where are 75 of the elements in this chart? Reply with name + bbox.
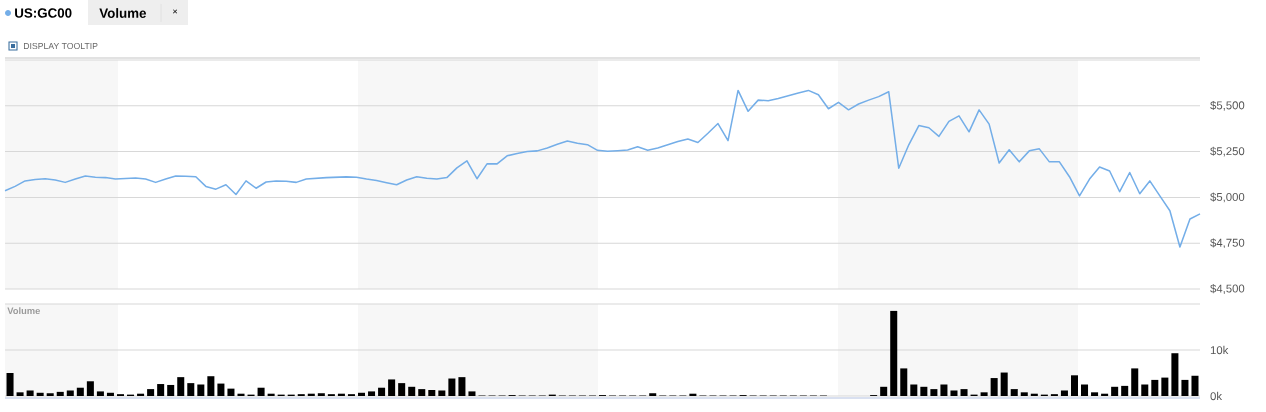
- bar: [167, 384, 175, 396]
- bar: [448, 378, 456, 396]
- bar: [46, 393, 54, 396]
- bar: [1161, 377, 1169, 396]
- bar: [187, 383, 195, 396]
- bar: [36, 392, 44, 396]
- bar: [6, 373, 14, 396]
- bar: [378, 387, 386, 396]
- bar: [1191, 375, 1199, 396]
- bar: [408, 386, 416, 396]
- bar: [217, 383, 225, 396]
- text: Volume: [99, 8, 146, 18]
- bar: [227, 388, 235, 396]
- bar: [960, 389, 968, 396]
- bar: [1081, 384, 1089, 396]
- bar: [237, 393, 245, 396]
- bar: [76, 387, 84, 396]
- bar: [950, 390, 958, 396]
- y-tick-label: $5,000: [1210, 192, 1245, 203]
- bar: [418, 389, 426, 396]
- bar: [1181, 379, 1189, 396]
- bar: [1060, 390, 1068, 396]
- bar: [910, 384, 918, 396]
- bar: [16, 392, 24, 396]
- bar: [890, 310, 898, 396]
- bar: [1010, 389, 1018, 396]
- bar: [880, 386, 888, 396]
- text: DISPLAY TOOLTIP: [23, 42, 98, 50]
- bar: [26, 390, 34, 396]
- bar: [207, 376, 215, 396]
- y-tick-label: $4,500: [1210, 284, 1245, 294]
- bar: [980, 392, 988, 396]
- bar: [1000, 372, 1008, 396]
- bar: [197, 384, 205, 396]
- y-tick-label: 0k: [1210, 391, 1223, 401]
- bar: [157, 384, 165, 396]
- chart-title: Volume: [7, 307, 40, 315]
- bar: [147, 389, 155, 396]
- bar: [177, 377, 185, 396]
- bar: [438, 390, 446, 396]
- bar: [1131, 368, 1139, 396]
- bar: [428, 390, 436, 396]
- bar: [317, 393, 325, 396]
- y-tick-label: 10k: [1210, 345, 1229, 355]
- bar: [96, 391, 104, 396]
- bar: [468, 391, 476, 396]
- bar: [1121, 385, 1129, 396]
- bar: [1020, 392, 1028, 396]
- bar: [398, 383, 406, 396]
- bar: [1111, 386, 1119, 396]
- text: ×: [172, 9, 178, 14]
- bar: [1151, 379, 1159, 396]
- bar: [920, 386, 928, 396]
- bar: [940, 384, 948, 396]
- bar: [649, 393, 657, 396]
- bar: [388, 379, 396, 396]
- bar: [990, 378, 998, 396]
- y-tick-label: $5,250: [1210, 146, 1245, 157]
- bar: [66, 390, 74, 396]
- bar: [930, 389, 938, 396]
- bar: [257, 387, 265, 396]
- bar: [56, 391, 64, 396]
- bar: [1091, 392, 1099, 396]
- bar: [86, 381, 94, 396]
- bar: [1171, 353, 1179, 396]
- bar: [458, 377, 466, 396]
- bar: [900, 368, 908, 396]
- bar: [1141, 384, 1149, 396]
- y-tick-label: $4,750: [1210, 238, 1245, 249]
- bar: [106, 392, 114, 396]
- bar: [357, 392, 366, 396]
- bar: [1070, 375, 1078, 396]
- y-tick-label: $5,500: [1210, 100, 1245, 111]
- bar: [368, 391, 376, 396]
- legend-label: US:GC00: [15, 8, 72, 18]
